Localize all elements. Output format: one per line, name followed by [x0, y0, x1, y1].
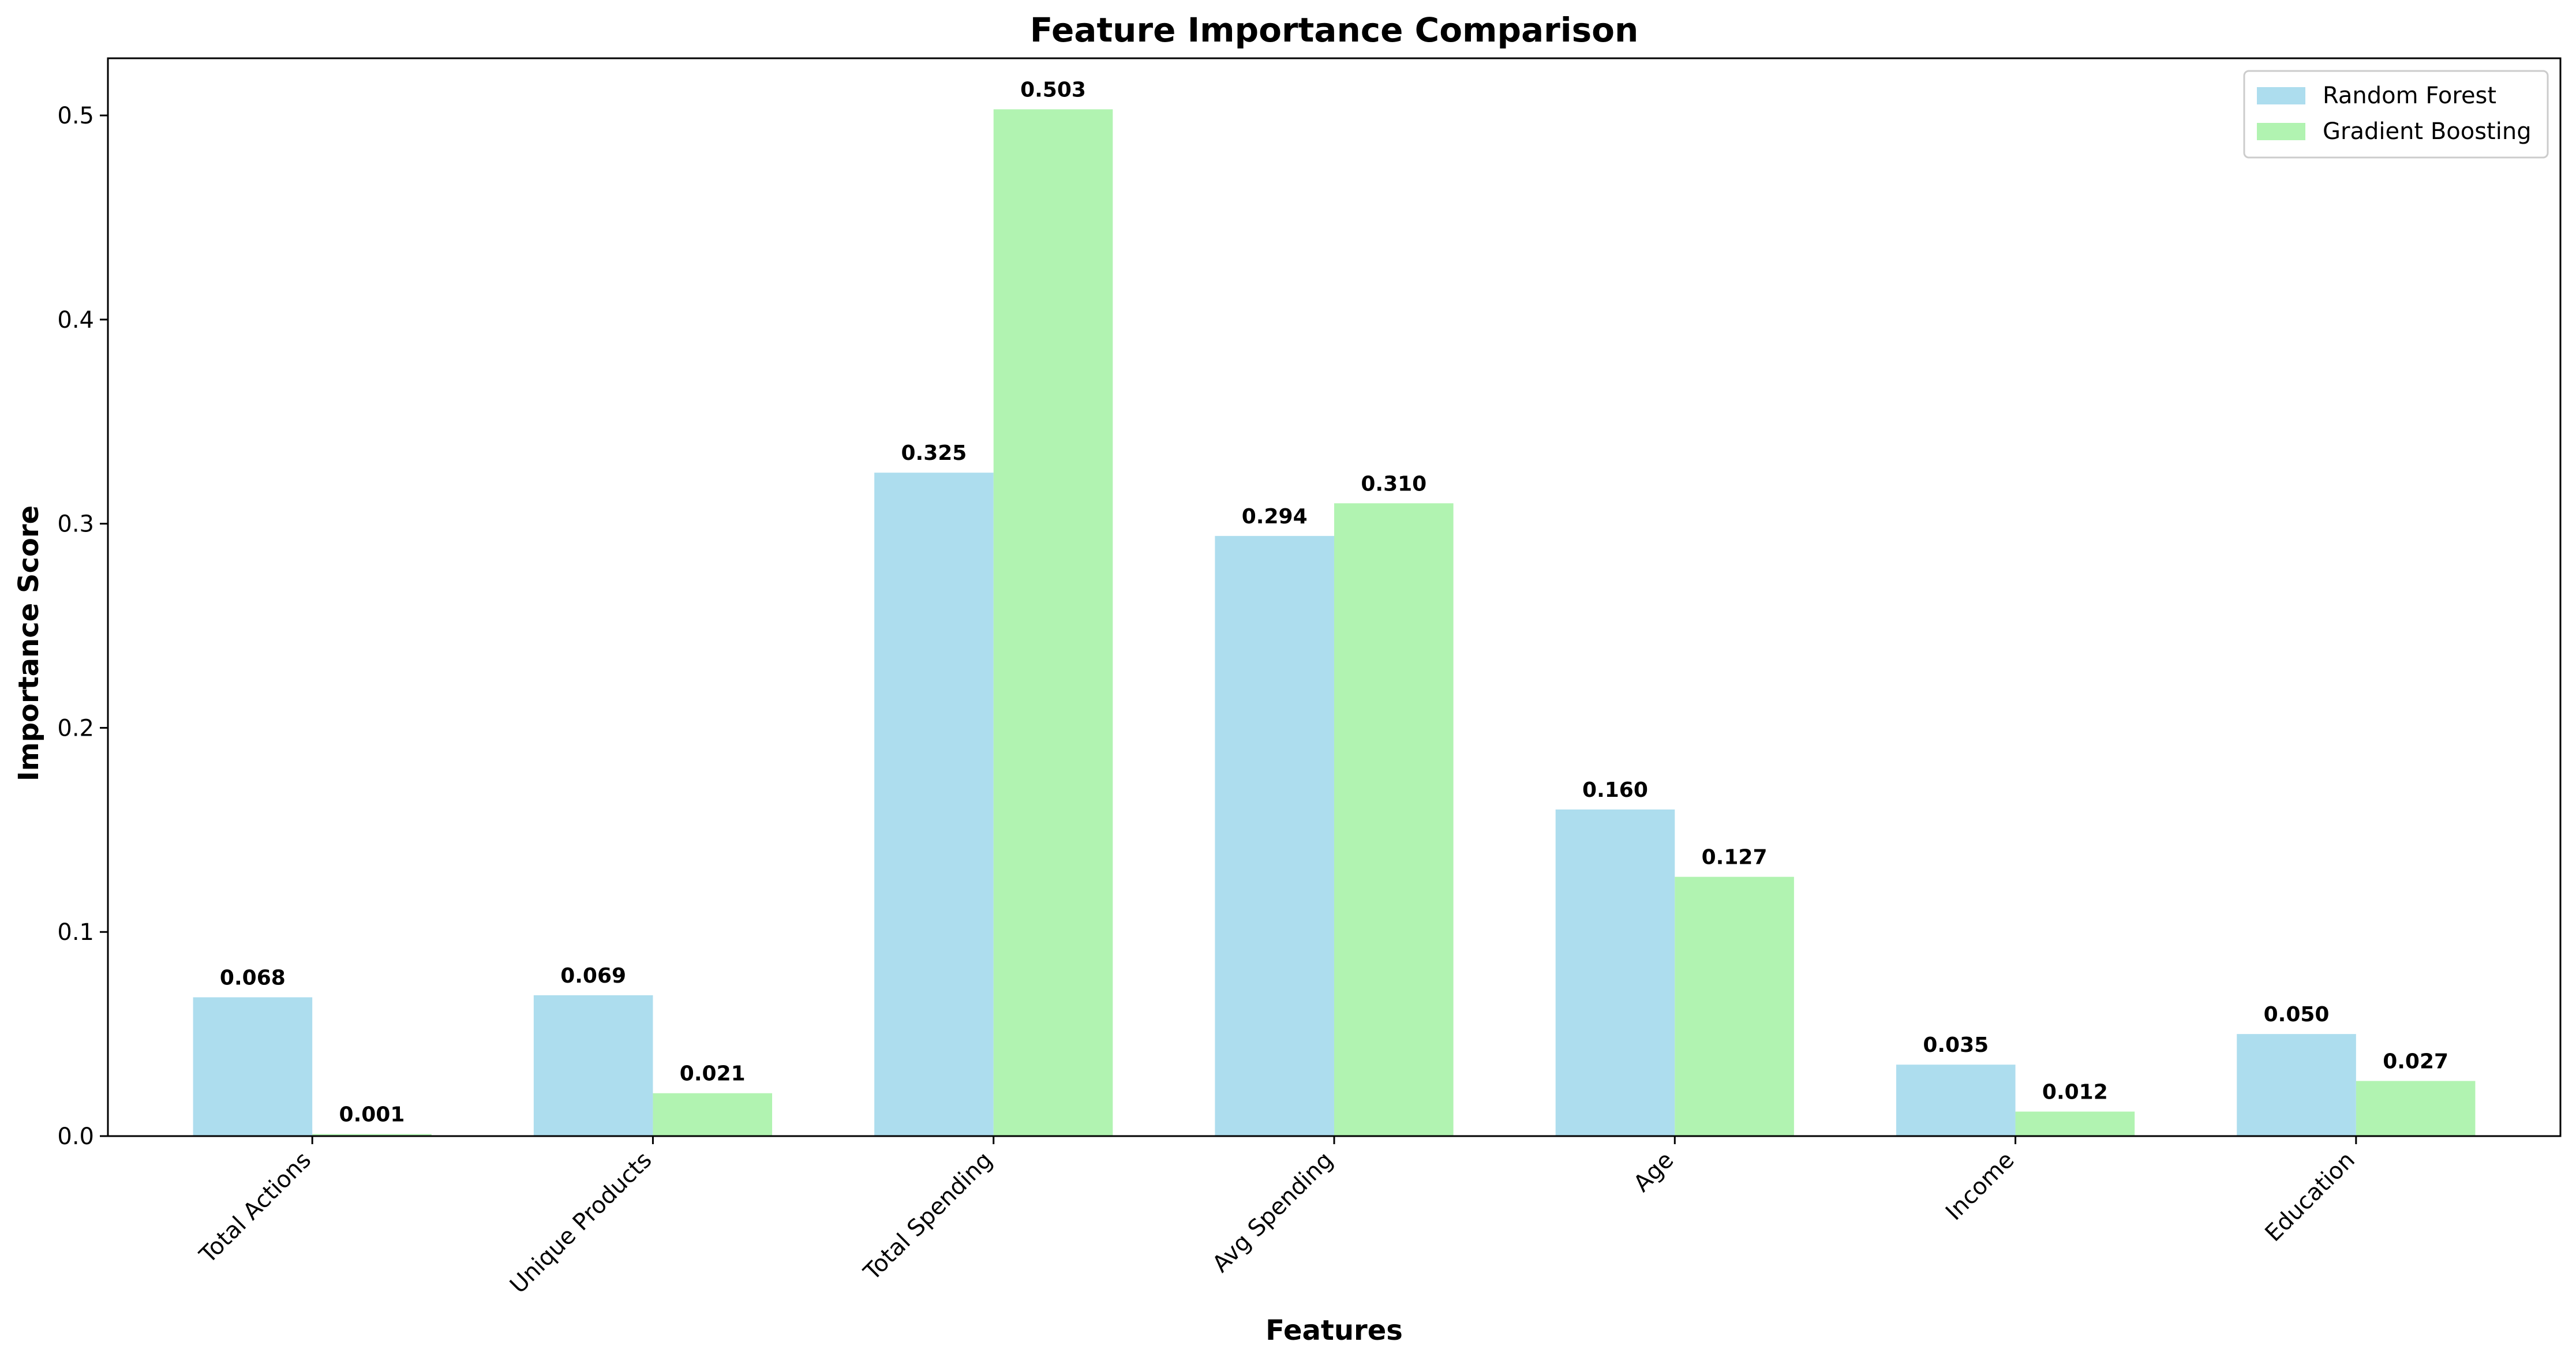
legend-label: Random Forest [2323, 83, 2496, 109]
bar-gradient-boosting [312, 1134, 432, 1136]
data-label: 0.160 [1582, 778, 1648, 802]
bar-random-forest [533, 995, 653, 1136]
bar-random-forest [2237, 1034, 2356, 1136]
bar-gradient-boosting [1334, 503, 1454, 1136]
x-tick-label: Unique Products [505, 1147, 657, 1299]
data-label: 0.127 [1702, 846, 1768, 870]
data-label: 0.068 [220, 966, 286, 990]
x-tick-label: Total Spending [859, 1147, 998, 1286]
legend-swatch [2257, 123, 2305, 140]
x-axis-title: Features [1265, 1314, 1403, 1347]
bar-random-forest [1215, 535, 1334, 1136]
bar-random-forest [1896, 1065, 2016, 1136]
y-tick-label: 0.4 [57, 307, 94, 333]
bar-gradient-boosting [1675, 876, 1794, 1136]
x-tick-label: Age [1628, 1147, 1679, 1197]
data-label: 0.012 [2042, 1081, 2108, 1104]
data-label: 0.027 [2383, 1050, 2448, 1073]
data-label: 0.001 [339, 1103, 405, 1126]
x-tick-label: Avg Spending [1207, 1147, 1338, 1278]
data-label: 0.325 [901, 441, 967, 465]
y-tick-label: 0.0 [57, 1123, 94, 1150]
data-label: 0.069 [560, 964, 626, 988]
bar-gradient-boosting [993, 109, 1113, 1136]
bar-random-forest [1555, 809, 1675, 1136]
bar-gradient-boosting [2356, 1081, 2476, 1136]
legend: Random Forest Gradient Boosting [2243, 70, 2549, 159]
x-tick-label: Total Actions [194, 1147, 317, 1269]
bar-gradient-boosting [2015, 1111, 2135, 1136]
data-label: 0.310 [1361, 472, 1426, 496]
plot-area: 0.068 0.069 0.325 0.294 0.160 0.035 0.050 0.001… [57, 57, 2562, 1299]
y-tick-label: 0.2 [57, 715, 94, 741]
data-label: 0.050 [2264, 1003, 2330, 1026]
x-tick-label: Education [2260, 1147, 2360, 1247]
data-label: 0.294 [1242, 505, 1308, 529]
data-label: 0.503 [1020, 78, 1086, 102]
legend-label: Gradient Boosting [2323, 118, 2532, 145]
data-label: 0.035 [1923, 1033, 1989, 1057]
x-tick-label: Income [1941, 1147, 2020, 1226]
legend-box [2243, 70, 2549, 159]
bar-random-forest [874, 473, 994, 1136]
y-tick-label: 0.3 [57, 511, 94, 538]
chart-title: Feature Importance Comparison [1030, 10, 1639, 50]
y-tick-label: 0.1 [57, 919, 94, 946]
data-label: 0.021 [680, 1062, 746, 1086]
bar-random-forest [193, 997, 313, 1136]
y-tick-label: 0.5 [57, 103, 94, 129]
legend-swatch [2257, 87, 2305, 104]
y-axis-title: Importance Score [13, 505, 45, 781]
bar-gradient-boosting [653, 1093, 773, 1136]
